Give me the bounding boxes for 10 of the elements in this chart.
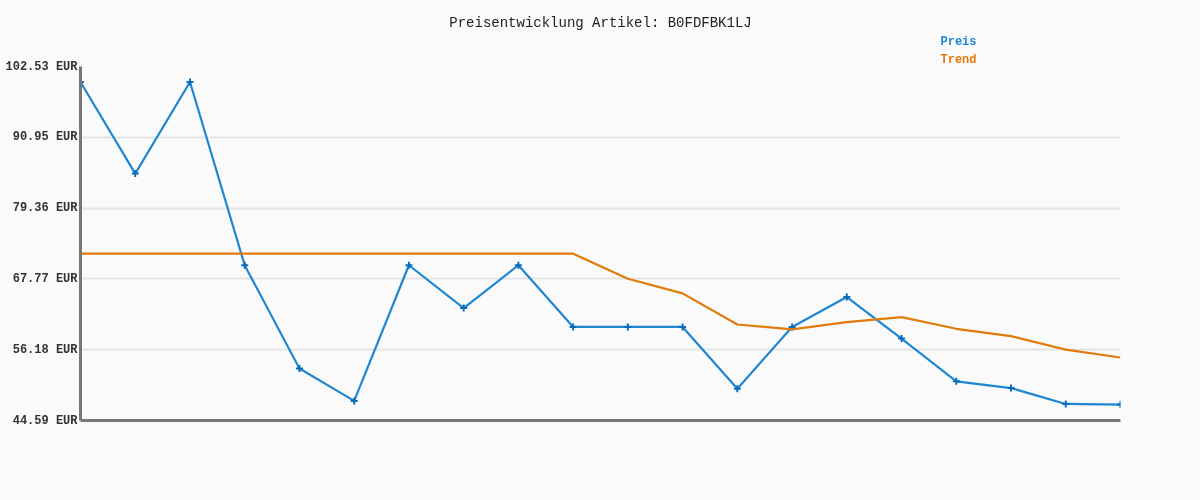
y-tick-label: 56.18 EUR <box>12 342 79 357</box>
y-tick-label: 44.59 EUR <box>12 413 79 428</box>
text: Trend <box>940 52 977 67</box>
chart-title: Preisentwicklung Artikel: B0FDFBK1LJ <box>449 14 752 31</box>
line-series <box>80 252 1121 359</box>
text: Preis <box>940 34 977 49</box>
y-tick-label: 67.77 EUR <box>12 271 79 286</box>
y-tick-label: 90.95 EUR <box>12 130 79 145</box>
y-tick-label: 102.53 EUR <box>5 59 79 74</box>
y-tick-label: 79.36 EUR <box>12 201 79 216</box>
